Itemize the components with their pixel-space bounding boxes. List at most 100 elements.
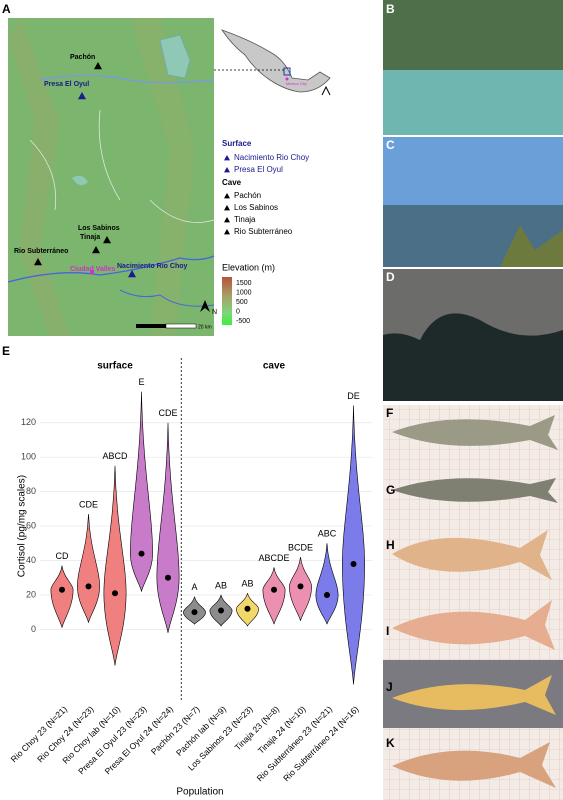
median-point	[112, 590, 118, 597]
median-point	[244, 605, 251, 612]
group-letter: CD	[56, 551, 69, 561]
map-road	[29, 109, 215, 223]
colorbar-label: 500	[236, 299, 248, 306]
panel-label: J	[386, 680, 393, 694]
inset-box	[283, 67, 291, 76]
site-label: Presa El Oyul	[44, 81, 89, 88]
violin	[50, 565, 74, 628]
group-label: surface	[97, 361, 133, 372]
group-letter: ABCD	[102, 451, 128, 461]
violin	[315, 543, 339, 625]
legend-label: Presa El Oyul	[234, 165, 283, 174]
fish	[392, 675, 556, 715]
group-letter: AB	[241, 579, 253, 589]
photo-grid-paper	[383, 405, 563, 800]
colorbar-label: 1000	[236, 289, 252, 296]
group-letter: ABC	[318, 529, 337, 539]
photo-water	[383, 70, 563, 135]
site-label: Tinaja	[80, 234, 100, 241]
y-tick-label: 0	[31, 624, 36, 634]
group-letter: CDE	[158, 408, 177, 418]
panel-label: C	[386, 138, 395, 152]
site-label: Pachón	[70, 54, 95, 61]
site-marker	[224, 217, 230, 223]
group-letter: ABCDE	[258, 553, 289, 563]
site-marker	[94, 62, 102, 70]
site-marker	[128, 270, 136, 278]
legend-label: Nacimiento Rio Choy	[234, 153, 309, 162]
panel-label: G	[386, 483, 395, 497]
group-letter: E	[138, 377, 144, 387]
photo-reeds	[500, 225, 563, 267]
y-tick-label: 40	[26, 555, 36, 565]
site-marker	[224, 155, 230, 161]
inset-north	[321, 85, 331, 96]
group-letter: CDE	[79, 499, 98, 509]
group-label: cave	[263, 361, 286, 372]
city-label: Ciudad Valles	[70, 266, 116, 273]
colorbar-title: Elevation (m)	[222, 262, 275, 272]
site-marker	[224, 205, 230, 211]
scale-bar	[136, 324, 166, 328]
site-marker	[92, 246, 100, 254]
legend-label: Pachón	[234, 191, 261, 200]
colorbar-label: 0	[236, 308, 240, 315]
site-label: Los Sabinos	[78, 225, 120, 232]
group-letter: BCDE	[288, 542, 313, 552]
fish-images	[392, 415, 558, 788]
site-marker	[224, 193, 230, 199]
photo-cave-wall	[383, 269, 563, 340]
legend-title: Surface	[222, 139, 252, 148]
north-arrow	[200, 300, 210, 312]
site-label: Nacimiento Rio Choy	[117, 263, 188, 270]
median-point	[138, 550, 145, 557]
violin	[156, 422, 180, 633]
panel-label: A	[2, 2, 11, 16]
fish	[392, 415, 558, 450]
map-lake	[159, 34, 191, 79]
panel-label: D	[386, 270, 395, 284]
x-axis-label: Population	[176, 787, 223, 798]
site-label: Rio Subterráneo	[14, 248, 68, 255]
violin	[262, 567, 286, 625]
y-tick-label: 20	[26, 589, 36, 599]
median-point	[59, 586, 65, 593]
inset-label: Mexico City	[286, 81, 307, 86]
site-marker	[224, 229, 230, 235]
inset-city	[285, 77, 289, 81]
y-tick-label: 100	[21, 452, 36, 462]
violin	[77, 514, 100, 623]
legend-label: Los Sabinos	[234, 203, 278, 212]
violin	[342, 405, 365, 685]
site-marker	[103, 236, 111, 244]
inset-mexico	[220, 29, 331, 93]
north-label: N	[212, 309, 217, 316]
violin	[130, 391, 153, 592]
violin	[103, 465, 127, 666]
elevation-colorbar	[222, 277, 232, 325]
panel-label: K	[386, 736, 395, 750]
site-marker	[224, 167, 230, 173]
map-ridge	[8, 18, 70, 336]
map-river	[39, 74, 215, 84]
colorbar-label: 1500	[236, 280, 252, 287]
y-tick-label: 80	[26, 486, 36, 496]
median-point	[297, 583, 304, 590]
map-ridge	[130, 18, 195, 336]
group-letter: DE	[347, 391, 360, 401]
y-tick-label: 60	[26, 520, 36, 530]
legend-label: Tinaja	[234, 215, 256, 224]
y-axis-label: Cortisol (pg/mg scales)	[17, 475, 28, 577]
fish	[392, 478, 558, 503]
panel-label: F	[386, 406, 393, 420]
fish	[392, 742, 556, 788]
colorbar-label: -500	[236, 318, 250, 325]
site-marker	[34, 258, 42, 266]
fish	[392, 530, 552, 580]
y-tick-label: 120	[21, 417, 36, 427]
panel-label: E	[2, 344, 10, 358]
group-letter: AB	[215, 580, 227, 590]
median-point	[324, 591, 330, 598]
